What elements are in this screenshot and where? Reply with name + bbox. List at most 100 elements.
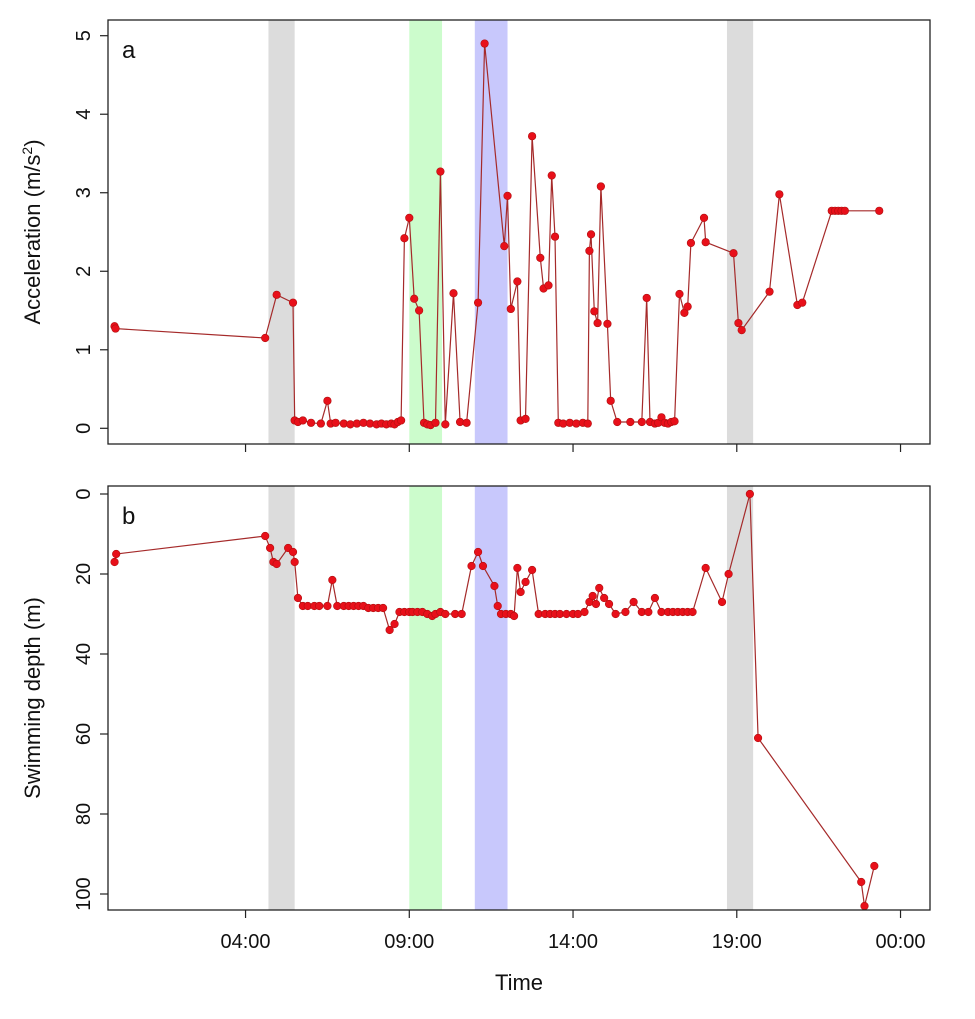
data-point [590, 307, 599, 316]
x-tick-label: 00:00 [875, 931, 925, 953]
data-point [875, 206, 884, 215]
data-point [272, 559, 281, 569]
data-point [536, 253, 545, 263]
data-point [765, 287, 774, 296]
data-point [798, 298, 807, 307]
shaded-band [409, 486, 443, 910]
data-point [595, 583, 604, 593]
data-point [436, 167, 445, 176]
data-point [521, 577, 530, 587]
x-axis-title: Time [495, 970, 543, 995]
data-point [323, 396, 332, 405]
data-point [729, 249, 738, 258]
data-point [473, 547, 483, 557]
data-point [467, 561, 476, 571]
data-point [527, 565, 537, 575]
data-point [261, 333, 270, 343]
data-point [699, 213, 709, 222]
data-point [112, 549, 121, 559]
y-tick-label: 0 [73, 423, 95, 434]
data-point [675, 289, 684, 299]
data-point [397, 416, 406, 425]
data-point [480, 39, 489, 48]
y-tick-label: 4 [73, 109, 95, 120]
data-point [449, 289, 458, 298]
data-point [316, 419, 325, 428]
data-point [626, 417, 635, 427]
data-point [613, 417, 622, 427]
data-point [547, 171, 556, 180]
data-point [473, 298, 483, 307]
data-point [390, 619, 399, 629]
data-point [405, 213, 414, 222]
data-point [586, 230, 596, 239]
data-point [110, 557, 119, 567]
data-point [513, 277, 522, 286]
data-point [298, 416, 307, 425]
data-point [650, 593, 660, 603]
data-point [500, 242, 509, 251]
data-point [550, 232, 560, 241]
data-point [745, 489, 754, 499]
data-point [261, 531, 270, 541]
x-tick-label: 14:00 [548, 931, 598, 953]
data-point [688, 607, 697, 617]
data-point [288, 547, 298, 557]
y-axis: 0 1 2 3 4 5 [73, 30, 108, 434]
data-point [400, 234, 409, 243]
data-point [503, 191, 512, 200]
data-point [490, 581, 499, 591]
plot-frame [107, 19, 931, 445]
data-point [431, 418, 440, 427]
data-point [288, 298, 298, 307]
y-axis: 0 20 40 60 80 100 [73, 488, 108, 911]
panel-label: b [122, 503, 135, 530]
y-tick-label: 1 [73, 344, 95, 355]
data-point [870, 861, 879, 871]
data-point [544, 281, 553, 290]
x-tick-label: 19:00 [712, 931, 762, 953]
data-point [642, 293, 651, 303]
data-point [701, 238, 710, 247]
y-axis-title-superscript: 2 [19, 147, 35, 155]
data-point [585, 246, 594, 255]
data-point [441, 609, 450, 619]
x-axis [244, 444, 902, 452]
data-point [717, 597, 727, 607]
data-point [644, 607, 653, 617]
y-axis-title: Acceleration (m/s2) [19, 139, 45, 324]
data-point [306, 418, 316, 427]
data-point [629, 597, 638, 607]
data-point [478, 561, 488, 571]
shaded-band [409, 20, 443, 444]
shaded-band [726, 486, 754, 910]
data-point [385, 625, 394, 635]
shaded-bands [268, 486, 754, 910]
data-point [266, 543, 275, 553]
data-point [378, 603, 388, 613]
panel-label: a [122, 37, 136, 64]
data-point [686, 238, 696, 248]
data-point [521, 414, 530, 423]
y-tick-label: 40 [73, 643, 95, 665]
data-point [509, 611, 519, 621]
y-tick-label: 5 [73, 30, 95, 41]
data-point [293, 593, 303, 603]
y-axis-title: Swimming depth (m) [20, 597, 45, 799]
x-tick-label: 09:00 [384, 931, 434, 953]
data-point [527, 132, 537, 141]
data-point [415, 306, 424, 315]
data-point [840, 206, 849, 215]
data-point [637, 417, 646, 427]
data-point [323, 601, 332, 611]
data-point [857, 877, 866, 887]
panel-b: 0 20 40 60 80 100 04:00 09:00 14:00 19:00 00:00 b… [20, 485, 931, 995]
data-point [621, 607, 630, 617]
data-point [737, 326, 746, 335]
data-point [775, 190, 784, 199]
y-tick-label: 2 [73, 266, 95, 277]
data-point [493, 601, 502, 611]
series-marks [110, 489, 879, 911]
